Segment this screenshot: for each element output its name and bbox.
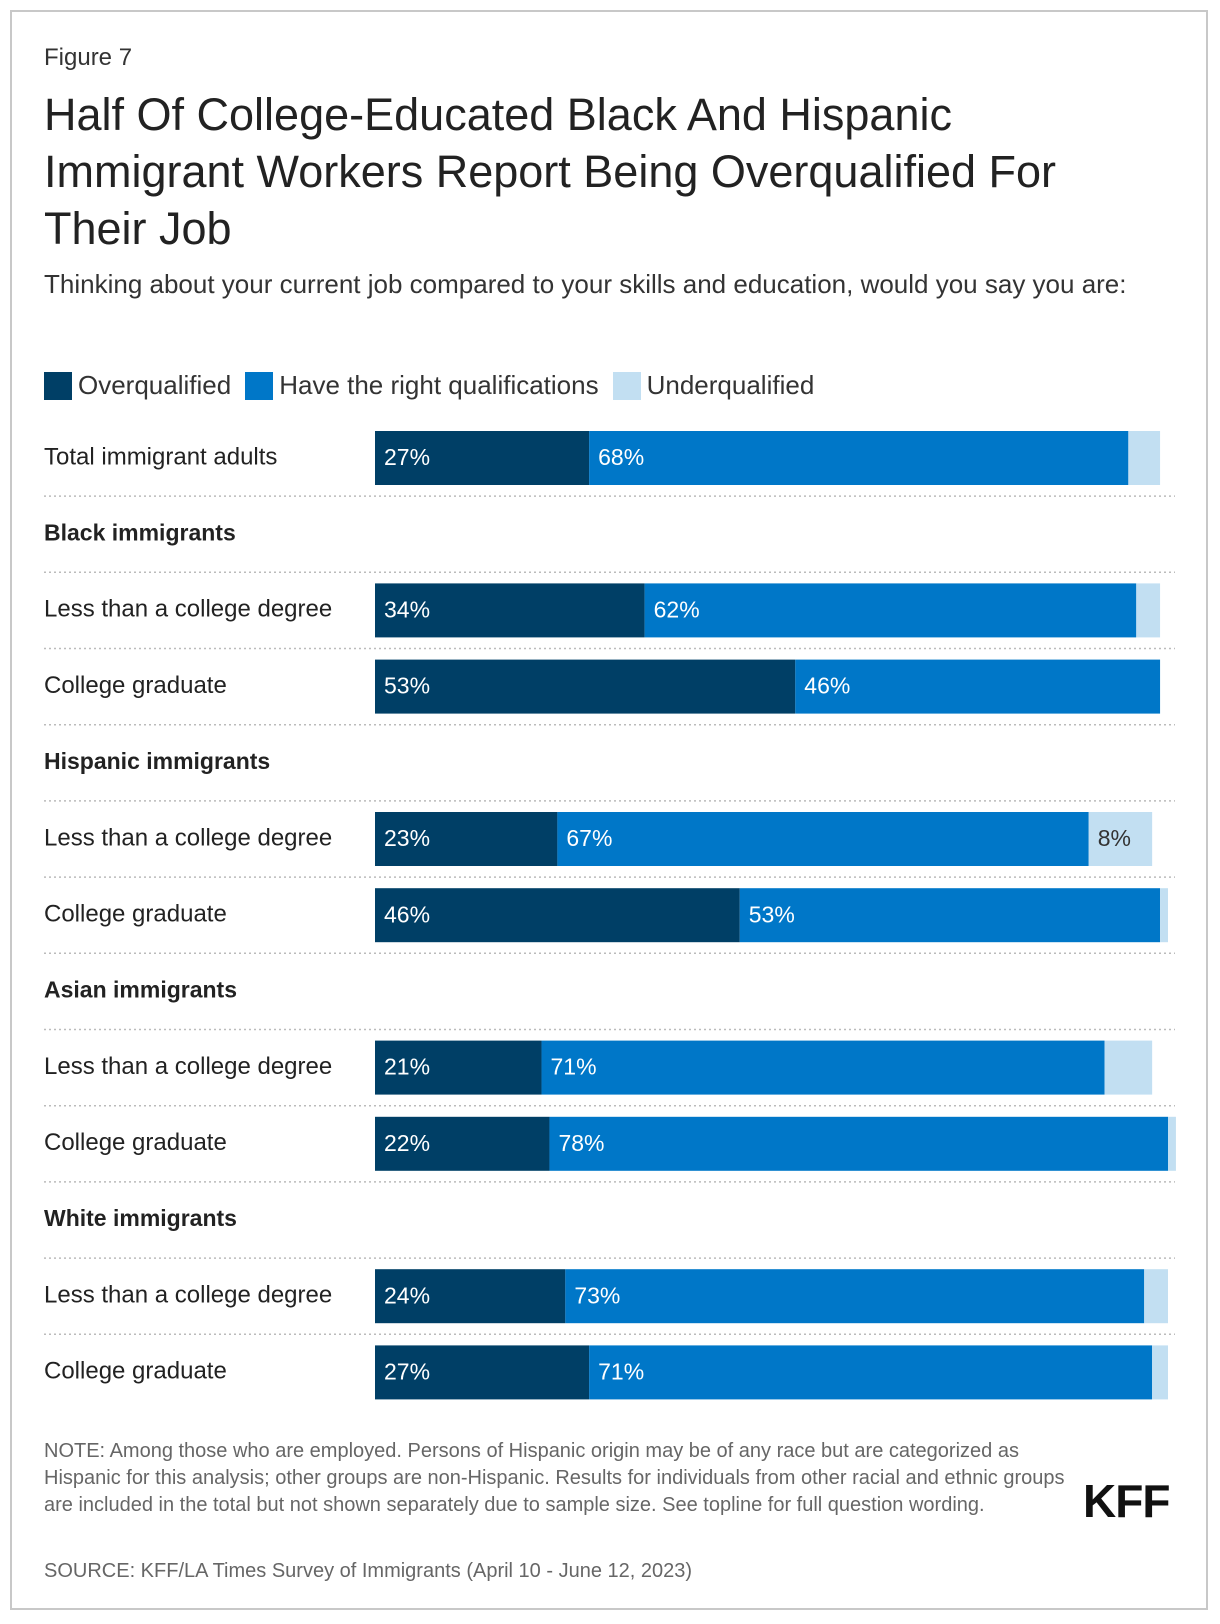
legend-item: Underqualified xyxy=(612,370,815,401)
category-label: College graduate xyxy=(44,901,227,928)
legend-swatch xyxy=(612,371,641,400)
bar-segment xyxy=(795,659,1161,714)
bar-segment xyxy=(549,1116,1168,1171)
category-label: College graduate xyxy=(44,1129,227,1156)
category-label: College graduate xyxy=(44,1358,227,1385)
value-label: 67% xyxy=(566,825,612,851)
bar-segment xyxy=(644,583,1137,638)
value-label: 46% xyxy=(804,673,850,699)
bar-segment xyxy=(1128,431,1161,485)
bar-segment xyxy=(1168,1116,1176,1171)
value-label: 27% xyxy=(384,444,430,470)
bar-segment xyxy=(557,812,1089,866)
bar-segment xyxy=(375,1345,590,1400)
chart-subtitle: Thinking about your current job compared… xyxy=(44,269,1127,299)
bar-segment xyxy=(375,888,740,943)
value-label: 71% xyxy=(551,1054,597,1080)
frame xyxy=(10,10,1208,1610)
value-label: 68% xyxy=(598,444,644,470)
bar-segment xyxy=(1104,1040,1153,1095)
group-label: Hispanic immigrants xyxy=(44,748,270,774)
bar-segment xyxy=(375,583,645,638)
bar-segment xyxy=(739,888,1161,943)
bar-segment xyxy=(1088,812,1153,866)
bar-segment xyxy=(589,431,1129,485)
group-label: Asian immigrants xyxy=(44,976,237,1002)
bar-segment xyxy=(1152,1345,1168,1400)
chart-title: Half Of College-Educated Black And Hispa… xyxy=(44,89,1057,254)
legend-label: Underqualified xyxy=(646,370,815,400)
value-label: 34% xyxy=(384,596,430,622)
category-label: Total immigrant adults xyxy=(44,443,277,470)
group-label: White immigrants xyxy=(44,1205,237,1231)
bar-segment xyxy=(375,812,558,866)
bar-segment xyxy=(375,659,796,714)
value-label: 21% xyxy=(384,1054,430,1080)
value-label: 71% xyxy=(598,1358,644,1384)
value-label: 78% xyxy=(558,1130,604,1156)
bar-segment xyxy=(1136,583,1161,638)
figure-label: Figure 7 xyxy=(44,44,133,71)
value-label: 23% xyxy=(384,825,430,851)
bar-segment xyxy=(1160,888,1168,943)
value-label: 27% xyxy=(384,1358,430,1384)
value-label: 53% xyxy=(749,901,795,927)
value-label: 46% xyxy=(384,901,430,927)
value-label: 24% xyxy=(384,1282,430,1308)
bar-segment xyxy=(1144,1269,1168,1324)
category-label: College graduate xyxy=(44,672,227,699)
bar-segment xyxy=(375,1040,542,1095)
bar-segment xyxy=(541,1040,1105,1095)
legend: Overqualified Have the right qualificatio… xyxy=(44,370,828,401)
category-label: Less than a college degree xyxy=(44,1282,332,1309)
legend-label: Have the right qualifications xyxy=(279,370,599,400)
value-label: 8% xyxy=(1098,825,1131,851)
category-label: Less than a college degree xyxy=(44,596,332,623)
legend-swatch xyxy=(245,371,274,400)
bar-segment xyxy=(589,1345,1153,1400)
note: NOTE: Among those who are employed. Pers… xyxy=(44,1440,1065,1516)
category-label: Less than a college degree xyxy=(44,1053,332,1080)
value-label: 62% xyxy=(654,596,700,622)
legend-label: Overqualified xyxy=(78,370,232,400)
legend-item: Have the right qualifications xyxy=(245,370,599,401)
value-label: 73% xyxy=(574,1282,620,1308)
legend-item: Overqualified xyxy=(44,370,231,401)
logo: KFF xyxy=(1083,1475,1170,1527)
bar-segment xyxy=(565,1269,1145,1324)
group-label: Black immigrants xyxy=(44,519,236,545)
category-label: Less than a college degree xyxy=(44,824,332,851)
bar-segment xyxy=(375,431,590,485)
bar-segment xyxy=(375,1269,566,1324)
value-label: 22% xyxy=(384,1130,430,1156)
legend-swatch xyxy=(44,371,72,400)
source: SOURCE: KFF/LA Times Survey of Immigrant… xyxy=(44,1560,693,1582)
bar-segment xyxy=(375,1116,550,1171)
value-label: 53% xyxy=(384,673,430,699)
